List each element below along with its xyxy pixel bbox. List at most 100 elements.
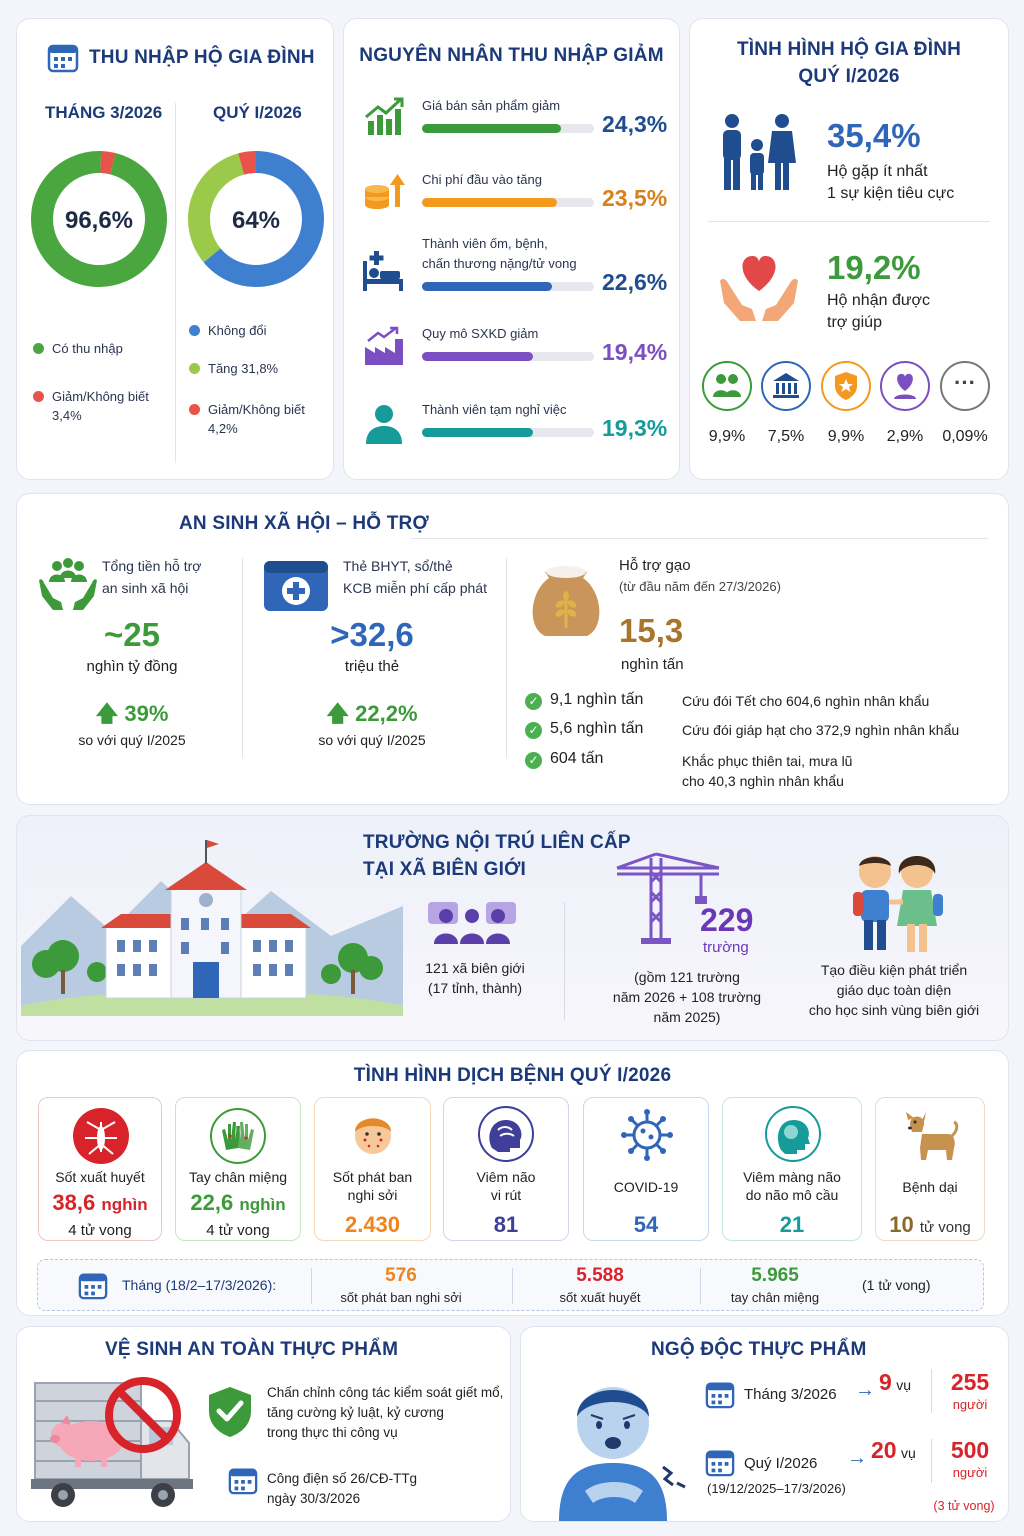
arrow-up-icon: 🡅 [326, 701, 350, 726]
disease-dengue: Sốt xuất huyết 38,6 nghìn 4 tử vong [38, 1097, 162, 1241]
coins-up-icon [365, 174, 405, 209]
chart-growth-icon [365, 97, 404, 135]
disease-name: COVID-19 [613, 1179, 679, 1195]
rice-amount: 5,6 nghìn tấn [550, 720, 644, 737]
source-value: 9,9% [827, 428, 865, 445]
poisoning-month-people: 255 [950, 1369, 990, 1395]
household-card: TÌNH HÌNH HỘ GIA ĐÌNH QUÝ I/2026 35,4% H… [689, 18, 1009, 480]
reason-bar [422, 124, 562, 133]
virus-icon [621, 1109, 673, 1161]
source-value: 0,09% [942, 428, 988, 445]
crane-icon [616, 852, 720, 944]
schools-unit: trường [703, 939, 749, 956]
head-icon [765, 1106, 821, 1162]
donut-slice [238, 151, 257, 175]
people-icon [702, 361, 752, 411]
month-label: THÁNG 3/2026 [45, 103, 163, 122]
disease-measles: Sốt phát ban nghi sởi 2.430 [314, 1097, 431, 1241]
disease-value: 54 [633, 1212, 659, 1237]
legend-item: Có thu nhập [33, 341, 123, 356]
disease-rabies: Bệnh dại 10 tử vong [875, 1097, 985, 1241]
heart-person-icon [880, 361, 930, 411]
poisoning-title: NGỘ ĐỘC THỰC PHẨM [651, 1339, 867, 1360]
disease-hfmd: Tay chân miệng 22,6 nghìn 4 tử vong [175, 1097, 301, 1241]
reason-bar-track [422, 198, 594, 207]
reasons-card: NGUYÊN NHÂN THU NHẬP GIẢM Giá bán sản ph… [343, 18, 680, 480]
legend-item: Giảm/Không biết 3,4% [33, 387, 149, 425]
stat2-line1: Hộ nhận được [827, 292, 931, 309]
schools-note-line2: năm 2026 + 108 trường [612, 989, 762, 1005]
calendar-icon [78, 1273, 108, 1300]
poisoning-quarter-label: Quý I/2026 [744, 1455, 818, 1472]
community-hands-icon [39, 558, 97, 610]
calendar-icon [47, 44, 79, 73]
divider [931, 1439, 932, 1483]
calendar-icon [705, 1450, 735, 1477]
calendar-icon [705, 1382, 735, 1409]
reason-bar-track [422, 428, 594, 437]
rice-unit: nghìn tấn [621, 656, 684, 673]
brain-icon [478, 1106, 534, 1162]
goal-text-line2: giáo dục toàn diện [836, 982, 952, 998]
card-growth: 🡅 22,2% [326, 701, 418, 726]
quarter-donut-value: 64% [231, 207, 281, 234]
card-value: >32,6 [330, 616, 414, 653]
poisoning-quarter-cases: 20 vụ [871, 1437, 916, 1463]
rice-desc: Cứu đói giáp hạt cho 372,9 nghìn nhân kh… [682, 722, 960, 738]
income-title: THU NHẬP HỘ GIA ĐÌNH [89, 47, 315, 68]
rice-desc: Cứu đói Tết cho 604,6 nghìn nhân khẩu [682, 693, 930, 709]
household-title: TÌNH HÌNH HỘ GIA ĐÌNH [736, 39, 962, 60]
check-icon: ✓ [525, 752, 542, 769]
donut-slice [31, 151, 167, 287]
divider [700, 1268, 701, 1304]
reason-bar [422, 352, 534, 361]
arrow-right-icon: → [855, 1379, 875, 1401]
legend-dot [189, 325, 200, 336]
food-safety-title: VỆ SINH AN TOÀN THỰC PHẨM [105, 1339, 399, 1360]
reasons-title: NGUYÊN NHÂN THU NHẬP GIẢM [359, 45, 664, 66]
reason-bar-track [422, 352, 594, 361]
divider [175, 103, 176, 463]
truck-no-pig-icon [31, 1377, 193, 1507]
stat2-line2: trợ giúp [827, 314, 882, 331]
shield-check-icon [209, 1387, 251, 1437]
hands-icon [210, 1108, 266, 1164]
card-unit: triệu thẻ [344, 658, 400, 675]
rice-desc: Khắc phục thiên tai, mưa lũ [682, 753, 853, 769]
income-card: THU NHẬP HỘ GIA ĐÌNH THÁNG 3/2026 QUÝ I/… [16, 18, 334, 480]
rice-amount: 604 tấn [550, 750, 604, 767]
goal-text: Tạo điều kiện phát triển [820, 962, 968, 978]
month-stats-row: Tháng (18/2–17/3/2026): 576 sốt phát ban… [37, 1259, 984, 1311]
disease-name: Sốt phát ban [332, 1169, 413, 1185]
sick-person-icon [559, 1387, 686, 1521]
check-icon: ✓ [525, 722, 542, 739]
reason-value: 24,3% [602, 111, 668, 137]
check-icon: ✓ [525, 693, 542, 710]
school-subtitle: TẠI XÃ BIÊN GIỚI [363, 859, 526, 880]
total-label-line2: an sinh xã hội [102, 580, 189, 596]
disease-card: TÌNH HÌNH DỊCH BỆNH QUÝ I/2026 Sốt xuất … [16, 1050, 1009, 1316]
divider [411, 538, 988, 539]
household-subtitle: QUÝ I/2026 [798, 66, 900, 87]
source-value: 7,5% [767, 428, 805, 445]
poisoning-quarter-people-unit: người [952, 1465, 988, 1480]
communes-network-icon [428, 902, 516, 944]
reason-label-line2: chấn thương nặng/tử vong [422, 256, 577, 271]
school-title: TRƯỜNG NỘI TRÚ LIÊN CẤP [363, 832, 631, 853]
government-icon [761, 361, 811, 411]
rice-value: 15,3 [619, 612, 684, 649]
social-card: AN SINH XÃ HỘI – HỖ TRỢ Tổng tiền hỗ trợ… [16, 493, 1009, 805]
disease-value: 2.430 [344, 1212, 401, 1237]
month-donut-chart [31, 151, 167, 287]
legend-item: Tăng 31,8% [189, 361, 278, 376]
reason-label: Giá bán sản phẩm giảm [422, 98, 561, 113]
reason-label: Thành viên tạm nghỉ việc [422, 402, 567, 417]
rice-sack-icon [532, 566, 600, 636]
total-label: Tổng tiền hỗ trợ [102, 558, 202, 574]
person-icon [366, 405, 402, 444]
quarter-donut-chart [188, 151, 324, 287]
month-label: Tháng (18/2–17/3/2026): [122, 1277, 277, 1293]
disease-name-line2: vi rút [490, 1187, 522, 1203]
reason-bar [422, 428, 533, 437]
food-safety-card: VỆ SINH AN TOÀN THỰC PHẨM Chấn chỉnh côn… [16, 1326, 511, 1522]
